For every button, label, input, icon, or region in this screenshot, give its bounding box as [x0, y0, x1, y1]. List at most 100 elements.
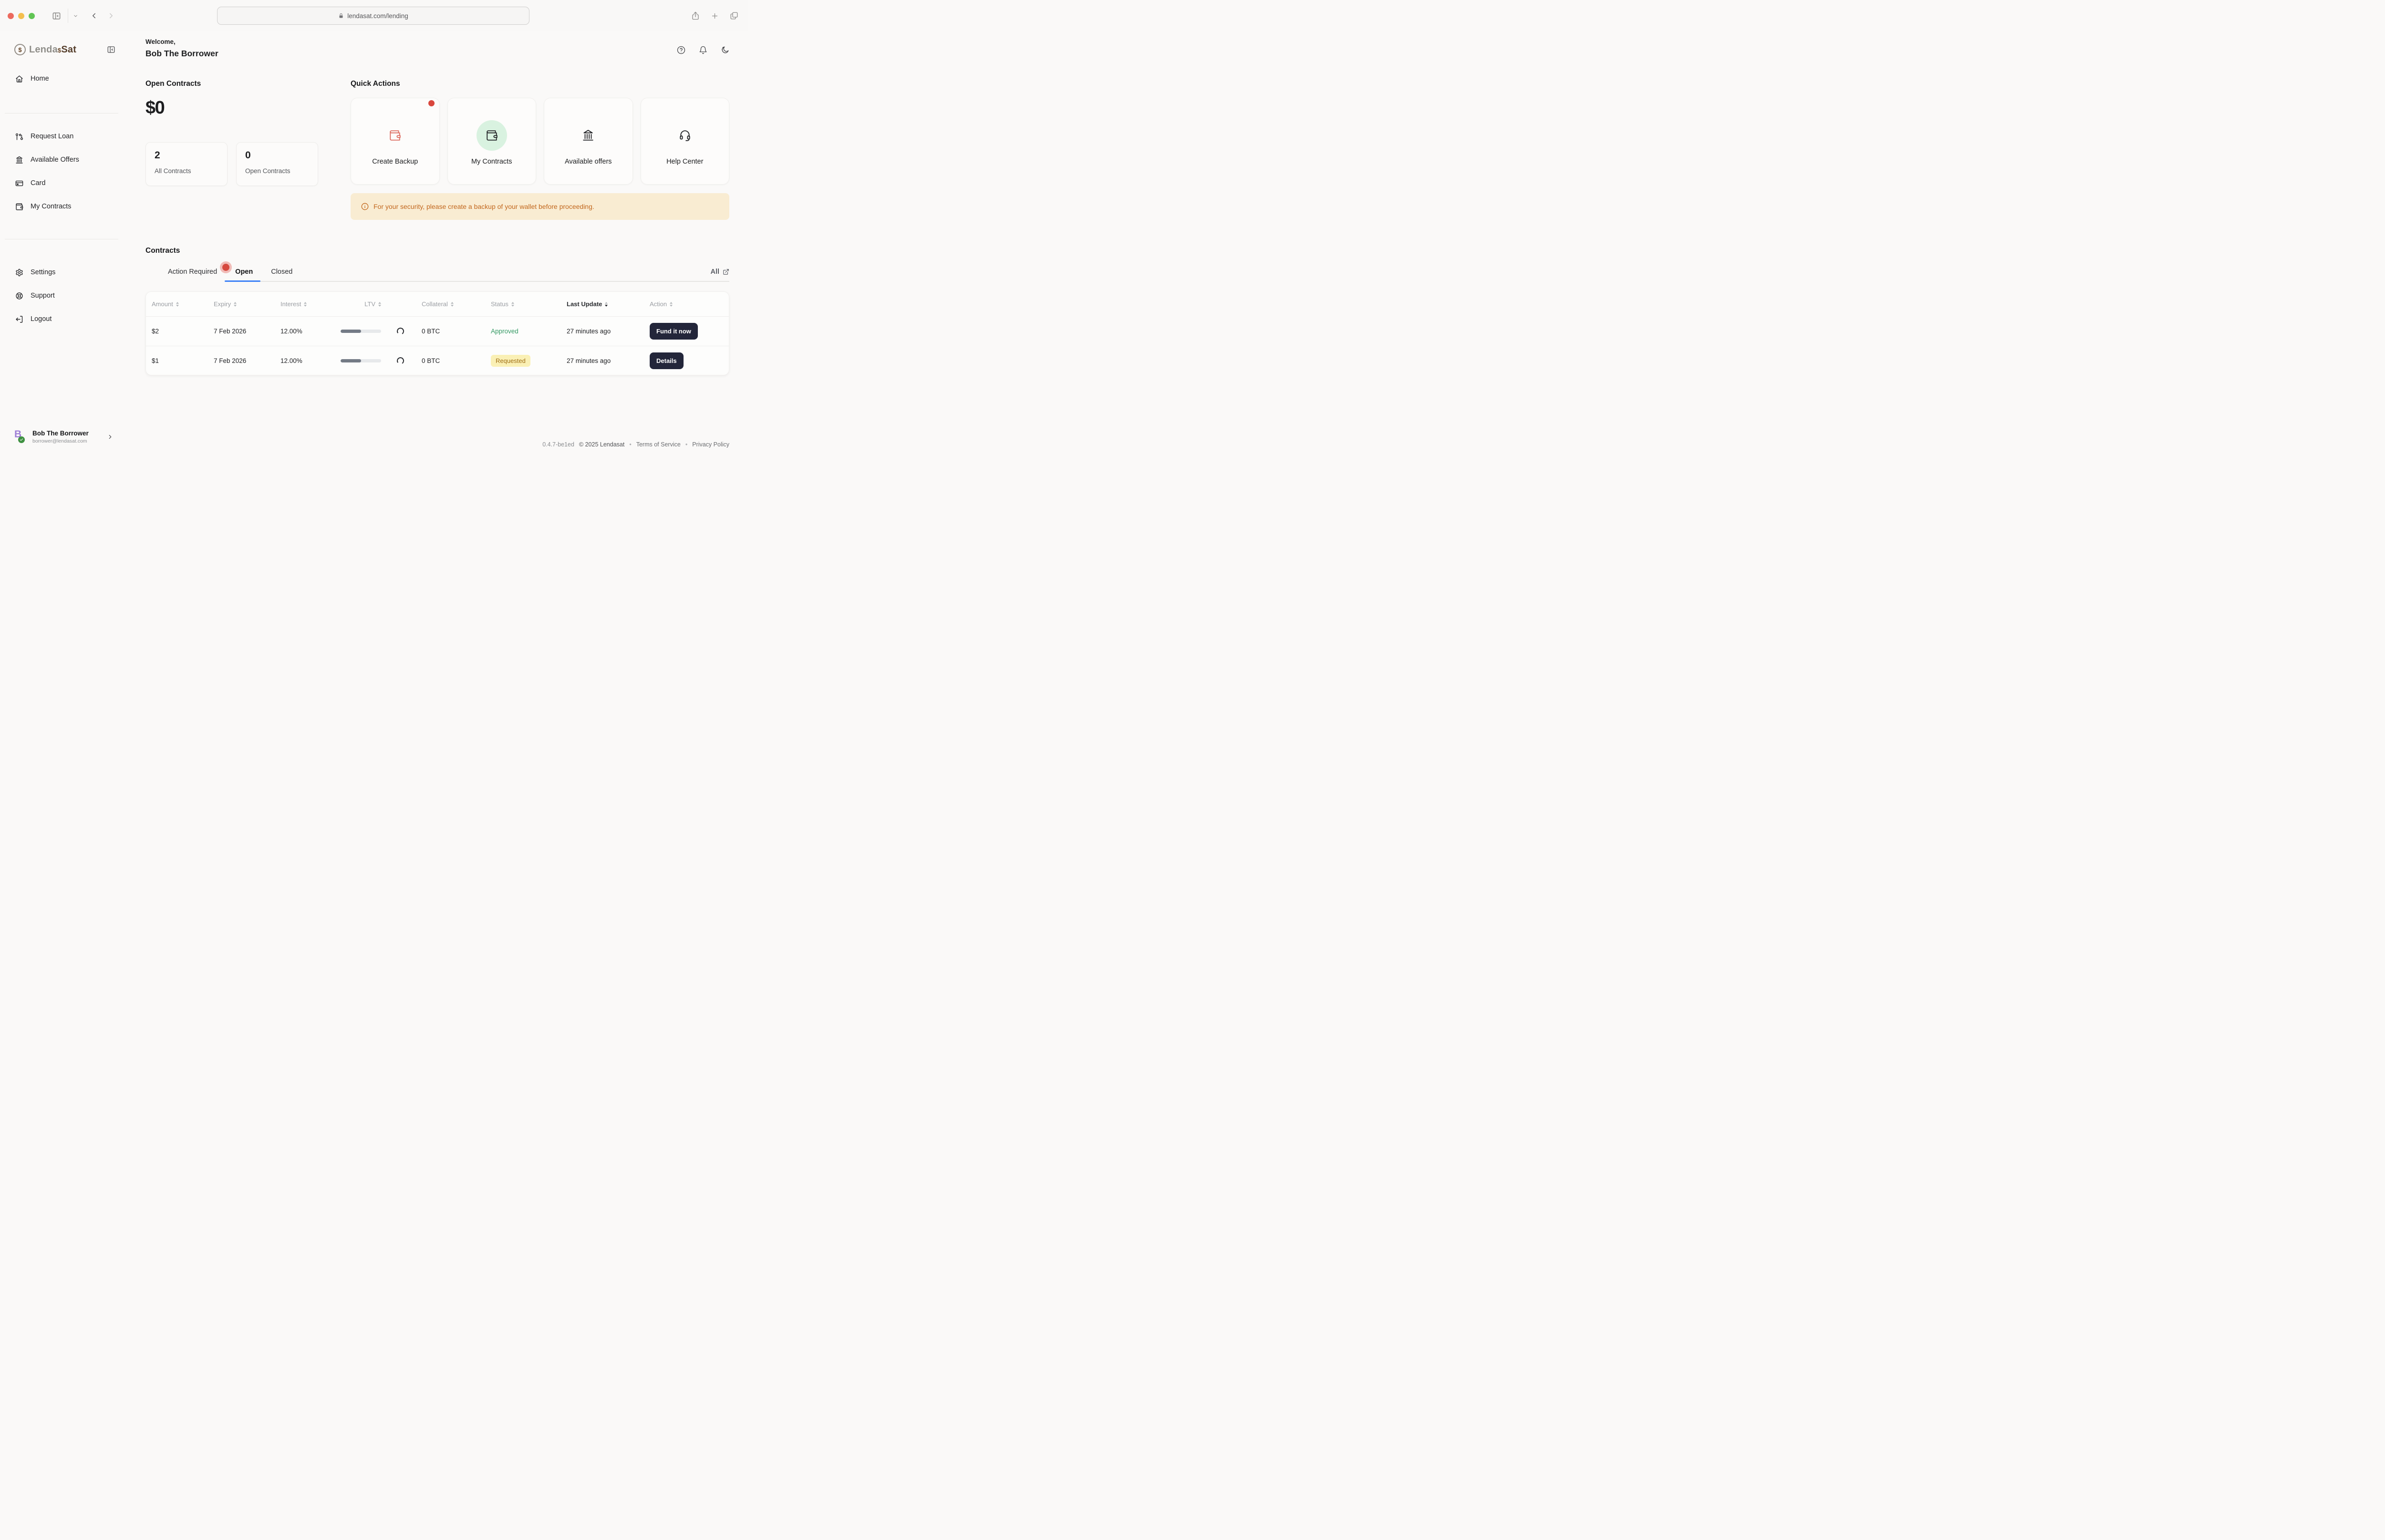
- open-contracts-title: Open Contracts: [145, 80, 201, 88]
- terms-of-service-link[interactable]: Terms of Service: [636, 441, 681, 448]
- user-email: borrower@lendasat.com: [32, 438, 87, 444]
- back-button[interactable]: [90, 11, 98, 20]
- sidebar-item-settings[interactable]: Settings: [0, 263, 123, 281]
- contracts-table: Amount Expiry Interest LTV Collateral St…: [145, 291, 729, 375]
- table-row[interactable]: $2 7 Feb 2026 12.00% 0 BTC Approved 27 m…: [146, 317, 729, 346]
- lendasat-logo[interactable]: Lenda$Sat: [29, 44, 77, 55]
- cell-interest: 12.00%: [280, 328, 302, 335]
- sidebar-item-available-offers[interactable]: Available Offers: [0, 151, 123, 169]
- external-link-icon: [723, 269, 729, 275]
- lendasat-logo-icon: $: [14, 44, 26, 55]
- wallet-icon: [15, 203, 23, 211]
- sidebar-item-card[interactable]: Card: [0, 174, 123, 192]
- bank-icon: [573, 120, 603, 151]
- active-tab-indicator: [225, 280, 260, 282]
- tab-action-required[interactable]: Action Required: [159, 264, 230, 276]
- share-icon[interactable]: [691, 11, 700, 20]
- stat-card-open-contracts[interactable]: 0 Open Contracts: [236, 142, 318, 186]
- contracts-tabs: Action Required Open Closed All: [145, 262, 729, 282]
- url-text: lendasat.com/lending: [347, 12, 408, 20]
- wallet-icon: [476, 120, 507, 151]
- bell-icon[interactable]: [699, 46, 707, 54]
- stat-card-all-contracts[interactable]: 2 All Contracts: [145, 142, 228, 186]
- column-header-amount[interactable]: Amount: [152, 300, 214, 308]
- warning-text: For your security, please create a backu…: [373, 203, 594, 210]
- browser-sidebar-toggle-icon[interactable]: [52, 11, 61, 21]
- quick-action-help-center[interactable]: Help Center: [640, 98, 729, 185]
- table-row[interactable]: $1 7 Feb 2026 12.00% 0 BTC Requested 27 …: [146, 346, 729, 375]
- quick-action-available-offers[interactable]: Available offers: [544, 98, 633, 185]
- minimize-window-button[interactable]: [18, 12, 24, 19]
- welcome-label: Welcome,: [145, 38, 176, 45]
- column-header-collateral[interactable]: Collateral: [422, 300, 491, 308]
- copyright: © 2025 Lendasat: [579, 441, 625, 448]
- details-button[interactable]: Details: [650, 352, 684, 369]
- status-badge: Approved: [491, 328, 518, 335]
- tab-open[interactable]: Open: [235, 268, 253, 276]
- sidebar-collapse-icon[interactable]: [107, 45, 115, 54]
- quick-actions-title: Quick Actions: [351, 80, 400, 88]
- sidebar-item-label: Home: [31, 75, 49, 83]
- ltv-progress-bar: [341, 330, 381, 333]
- cell-amount: $2: [152, 328, 159, 335]
- sort-icon: [670, 301, 673, 307]
- column-header-interest[interactable]: Interest: [280, 300, 341, 308]
- sort-icon: [450, 301, 454, 307]
- help-icon[interactable]: [677, 46, 685, 54]
- sidebar: $ Lenda$Sat Home Request Loan Available …: [0, 31, 123, 455]
- column-header-ltv[interactable]: LTV: [341, 300, 381, 308]
- sidebar-item-label: Available Offers: [31, 156, 79, 164]
- column-header-action[interactable]: Action: [650, 300, 723, 308]
- column-header-last-update[interactable]: Last Update: [567, 300, 650, 308]
- stat-value: 2: [155, 150, 160, 161]
- address-bar[interactable]: lendasat.com/lending: [217, 7, 529, 25]
- sidebar-item-home[interactable]: Home: [0, 70, 123, 88]
- cell-last-update: 27 minutes ago: [567, 357, 611, 364]
- browser-chrome: lendasat.com/lending: [0, 0, 748, 31]
- sidebar-item-support[interactable]: Support: [0, 287, 123, 305]
- sort-icon: [378, 301, 381, 307]
- cell-expiry: 7 Feb 2026: [214, 357, 247, 364]
- life-buoy-icon: [15, 292, 23, 300]
- loading-spinner-icon: [396, 327, 405, 336]
- page-footer: 0.4.7-be1ed © 2025 Lendasat • Terms of S…: [542, 441, 729, 448]
- user-name: Bob The Borrower: [32, 430, 89, 437]
- security-warning-banner: For your security, please create a backu…: [351, 193, 729, 220]
- new-tab-icon[interactable]: [711, 12, 719, 20]
- chevron-down-icon[interactable]: [73, 13, 78, 19]
- sidebar-item-logout[interactable]: Logout: [0, 310, 123, 328]
- user-profile[interactable]: B Bob The Borrower borrower@lendasat.com: [0, 429, 123, 445]
- tab-closed[interactable]: Closed: [271, 268, 293, 276]
- wallet-icon: [380, 120, 410, 151]
- sort-icon: [511, 301, 514, 307]
- stat-value: 0: [245, 150, 251, 161]
- sidebar-item-label: Settings: [31, 269, 56, 276]
- column-header-status[interactable]: Status: [491, 300, 567, 308]
- sidebar-item-label: Card: [31, 179, 46, 187]
- zoom-window-button[interactable]: [29, 12, 35, 19]
- sidebar-item-request-loan[interactable]: Request Loan: [0, 127, 123, 145]
- table-header: Amount Expiry Interest LTV Collateral St…: [146, 292, 729, 317]
- column-header-expiry[interactable]: Expiry: [214, 300, 280, 308]
- loading-spinner-icon: [396, 356, 405, 365]
- status-badge: Requested: [491, 354, 530, 367]
- fund-it-now-button[interactable]: Fund it now: [650, 323, 698, 340]
- quick-action-create-backup[interactable]: Create Backup: [351, 98, 440, 185]
- tab-overview-icon[interactable]: [730, 11, 738, 20]
- close-window-button[interactable]: [8, 12, 14, 19]
- chevron-right-icon: [107, 434, 114, 440]
- forward-button[interactable]: [107, 11, 115, 20]
- app-version: 0.4.7-be1ed: [542, 441, 574, 448]
- stat-label: Open Contracts: [245, 167, 290, 175]
- dark-mode-moon-icon[interactable]: [721, 46, 729, 54]
- quick-action-my-contracts[interactable]: My Contracts: [447, 98, 536, 185]
- sidebar-item-label: Request Loan: [31, 133, 74, 140]
- cell-interest: 12.00%: [280, 357, 302, 364]
- sort-icon: [605, 301, 608, 307]
- sidebar-item-label: Support: [31, 292, 55, 300]
- privacy-policy-link[interactable]: Privacy Policy: [692, 441, 729, 448]
- sort-icon: [304, 301, 307, 307]
- sidebar-item-my-contracts[interactable]: My Contracts: [0, 197, 123, 216]
- pull-request-icon: [15, 133, 23, 141]
- view-all-link[interactable]: All: [710, 268, 729, 276]
